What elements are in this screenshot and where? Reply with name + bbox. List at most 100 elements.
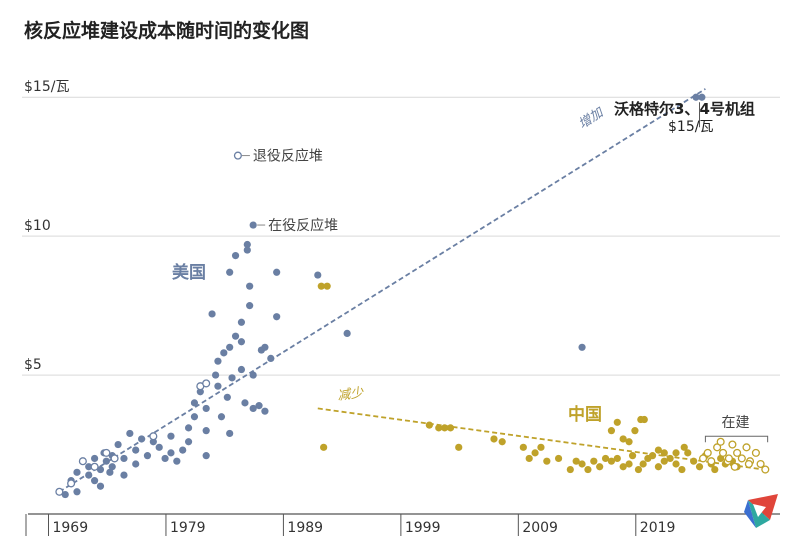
data-point-china: [672, 460, 680, 468]
data-point-china-hollow: [728, 440, 737, 449]
data-point-usa: [108, 463, 116, 471]
data-point-usa: [243, 240, 251, 249]
x-tick-label: 2019: [640, 520, 676, 536]
data-point-china-hollow: [718, 448, 728, 457]
data-point-usa: [246, 302, 254, 310]
data-point-china: [543, 457, 551, 465]
data-point-usa: [249, 221, 257, 229]
data-point-china: [584, 465, 592, 474]
data-point-usa: [126, 429, 134, 438]
data-point-usa: [692, 93, 700, 101]
data-point-usa: [114, 440, 122, 449]
data-point-usa: [202, 452, 210, 460]
data-point-china: [525, 454, 533, 463]
brand-logo-icon: [744, 494, 778, 528]
data-point-usa: [273, 268, 281, 276]
vogtle-label: 沃格特尔3、4号机组: [614, 100, 755, 118]
data-point-china: [678, 465, 686, 474]
y-tick-label: $10: [24, 218, 51, 234]
data-point-usa: [96, 482, 105, 490]
data-point-usa: [73, 488, 81, 496]
legend-china-label: 中国: [568, 404, 602, 425]
trend-increase-label: 增加: [576, 105, 608, 133]
data-point-china: [490, 435, 498, 443]
data-point-usa: [143, 452, 152, 460]
data-point-usa: [132, 460, 140, 468]
data-point-usa-hollow: [102, 448, 111, 457]
data-point-usa: [273, 313, 281, 321]
data-point-usa: [226, 343, 234, 351]
data-point-china: [446, 424, 455, 432]
data-point-usa: [237, 318, 246, 326]
data-point-usa: [228, 374, 236, 382]
data-point-china: [613, 418, 621, 426]
data-point-china-hollow: [742, 443, 751, 452]
data-point-china: [672, 449, 680, 457]
data-point-china: [572, 457, 580, 465]
data-point-usa-hollow: [67, 479, 76, 488]
under-construction-label: 在建: [722, 415, 750, 431]
data-point-usa: [255, 402, 263, 410]
data-point-china: [631, 427, 639, 435]
y-tick-label: $5: [24, 357, 42, 373]
data-point-usa: [246, 282, 254, 290]
data-point-usa: [184, 424, 193, 432]
data-point-usa: [237, 365, 246, 374]
data-point-china: [590, 457, 598, 465]
data-point-usa: [61, 490, 69, 499]
data-point-china: [684, 449, 692, 457]
data-point-china: [531, 449, 539, 457]
data-point-usa: [214, 357, 222, 365]
data-point-china-hollow: [716, 437, 725, 446]
data-point-usa: [261, 343, 269, 351]
data-point-china: [607, 427, 616, 435]
chart-title: 核反应堆建设成本随时间的变化图: [24, 20, 310, 42]
data-point-china-hollow: [751, 448, 760, 457]
data-point-china: [519, 443, 527, 451]
data-point-usa: [267, 354, 275, 363]
data-point-china: [619, 463, 627, 471]
data-point-china: [648, 452, 657, 460]
data-point-china: [680, 443, 688, 451]
data-point-usa: [261, 407, 269, 415]
data-point-usa-hollow: [55, 487, 64, 496]
data-point-usa: [314, 271, 322, 279]
data-point-china: [596, 463, 604, 471]
data-point-usa: [211, 371, 220, 379]
data-point-usa: [120, 454, 128, 463]
operating-reactor-label: 在役反应堆: [268, 217, 338, 234]
data-point-usa: [137, 435, 146, 443]
data-point-usa: [85, 471, 93, 479]
data-point-china: [601, 454, 610, 463]
data-point-usa: [214, 382, 222, 390]
data-point-china: [660, 449, 668, 457]
data-point-usa: [184, 438, 193, 446]
data-point-usa: [243, 246, 251, 254]
data-point-usa: [217, 413, 226, 421]
retired-reactor-label: 退役反应堆: [253, 148, 323, 165]
data-point-usa: [223, 393, 231, 401]
data-point-china-hollow: [703, 448, 712, 457]
under-construction-bracket: [704, 435, 769, 443]
data-point-usa: [161, 454, 169, 463]
data-point-usa: [343, 329, 351, 338]
data-point-china: [498, 438, 506, 446]
data-point-china: [628, 452, 637, 460]
data-point-china: [666, 454, 674, 463]
data-point-usa: [132, 446, 140, 454]
data-point-usa: [249, 371, 257, 379]
data-point-usa-hollow: [233, 151, 242, 160]
x-tick-label: 1999: [405, 520, 441, 536]
data-point-china-hollow: [761, 465, 770, 474]
data-point-usa: [106, 468, 114, 476]
data-point-usa: [91, 454, 99, 463]
data-point-china-hollow: [737, 454, 746, 463]
data-point-usa: [196, 388, 204, 396]
data-point-usa-hollow: [110, 454, 119, 463]
data-point-china: [639, 460, 647, 468]
data-point-china: [320, 443, 328, 451]
vogtle-cost-label: $15/瓦: [668, 119, 713, 135]
data-point-usa: [73, 468, 81, 476]
data-point-china: [640, 415, 648, 424]
data-point-china-hollow: [733, 448, 742, 457]
